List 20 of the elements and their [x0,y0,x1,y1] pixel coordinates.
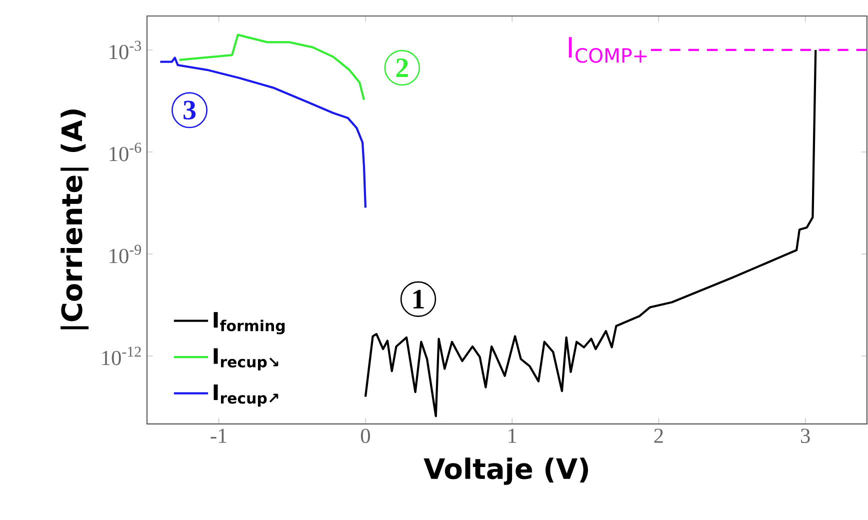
y-tick-label: 10$^{-3}$ [110,40,142,60]
annotation: 1 [413,290,424,308]
x-tick-label: -1 [210,428,226,443]
legend-label: I$_{recup↗}$ [214,384,278,407]
annotation: 3 [184,100,196,120]
x-tick-label: 1 [508,428,516,443]
line-series [159,56,367,209]
ref-line-label: I$_{COMP+}$ [568,37,647,63]
y-tick-label: 10$^{-12}$ [102,346,141,366]
x-axis-title: Voltaje (V) [424,458,588,485]
y-tick-label: 10$^{-6}$ [110,142,142,162]
y-tick-label: 10$^{-9}$ [110,244,142,264]
legend-label: I$_{recup↘}$ [214,348,278,370]
annotation: 2 [396,58,408,78]
x-tick-label: 0 [360,428,370,444]
y-axis-title: |Corriente| (A) [60,110,89,330]
legend-label: I$_{forming}$ [214,312,285,334]
x-tick-label: 2 [654,428,663,443]
x-tick-label: 3 [801,428,810,444]
line-series [178,34,366,102]
